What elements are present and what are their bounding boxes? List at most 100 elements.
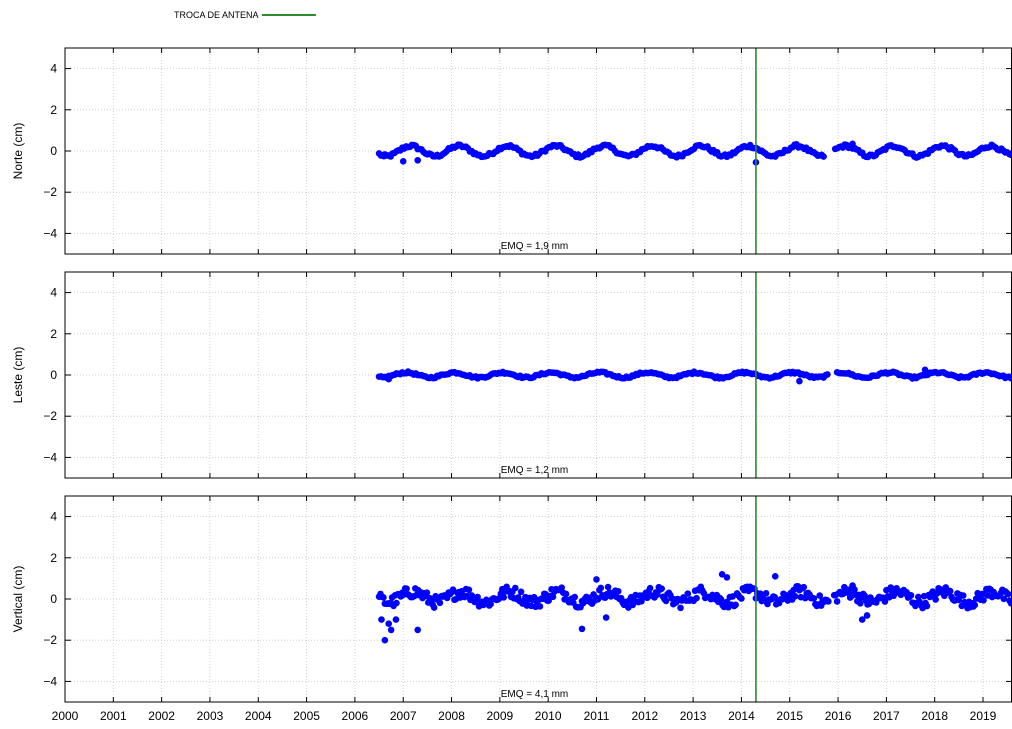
data-point bbox=[1000, 595, 1008, 603]
data-point-outlier bbox=[796, 377, 803, 385]
data-point-outlier bbox=[602, 614, 610, 621]
data-point bbox=[1004, 590, 1012, 598]
x-tick-label: 2015 bbox=[776, 709, 803, 723]
series-points bbox=[375, 570, 1012, 644]
y-tick-label: 4 bbox=[50, 510, 57, 524]
data-point-outlier bbox=[414, 156, 422, 164]
x-tick-label: 2002 bbox=[148, 709, 175, 723]
data-point-outlier bbox=[723, 574, 731, 581]
y-tick-label: 4 bbox=[50, 286, 57, 300]
data-point bbox=[959, 592, 967, 599]
data-point bbox=[571, 593, 579, 601]
data-point-outlier bbox=[381, 636, 389, 644]
data-point bbox=[604, 583, 612, 591]
data-point bbox=[614, 587, 622, 595]
data-point bbox=[512, 584, 519, 592]
data-point bbox=[914, 593, 922, 601]
data-point bbox=[646, 584, 654, 592]
data-point bbox=[536, 603, 544, 610]
data-point bbox=[517, 588, 525, 596]
data-point-outlier bbox=[385, 620, 393, 628]
data-point-outlier bbox=[849, 140, 856, 148]
data-point bbox=[923, 602, 931, 610]
data-point bbox=[684, 590, 692, 597]
x-tick-label: 2003 bbox=[197, 709, 224, 723]
rms-annotation: EMQ = 1,9 mm bbox=[501, 241, 569, 252]
data-point-outlier bbox=[380, 152, 388, 160]
y-tick-label: 0 bbox=[50, 592, 57, 606]
x-tick-label: 2019 bbox=[970, 709, 997, 723]
y-tick-label: −2 bbox=[43, 185, 57, 199]
x-tick-label: 2004 bbox=[245, 709, 272, 723]
data-point-outlier bbox=[858, 616, 866, 623]
x-tick-label: 2008 bbox=[438, 709, 465, 723]
panels: 4 2 0 −2 −4 Norte (cm) EMQ = 1,9 mm 4 2 0 −2 −4 Lest… bbox=[11, 47, 1012, 723]
series-points bbox=[375, 366, 1012, 385]
data-point-outlier bbox=[771, 573, 779, 580]
y-tick-label: 0 bbox=[50, 144, 57, 158]
x-tick-label: 2005 bbox=[293, 709, 320, 723]
y-tick-label: 4 bbox=[50, 62, 57, 76]
panel-3: 4 2 0 −2 −4 Vertical (cm) EMQ = 4,1 mm 2000 2001… bbox=[11, 495, 1012, 723]
legend-label: TROCA DE ANTENA bbox=[174, 10, 259, 20]
data-point bbox=[856, 599, 864, 607]
y-axis-label: Vertical (cm) bbox=[11, 566, 25, 633]
data-point bbox=[861, 592, 868, 599]
y-tick-label: −2 bbox=[43, 633, 57, 647]
y-tick-label: 2 bbox=[50, 551, 57, 565]
data-point bbox=[662, 597, 670, 605]
x-tick-label: 2001 bbox=[100, 709, 127, 723]
data-point bbox=[393, 599, 400, 607]
data-point bbox=[558, 584, 565, 591]
data-point bbox=[677, 604, 684, 612]
data-point bbox=[845, 586, 852, 594]
data-point bbox=[717, 596, 725, 603]
data-point bbox=[549, 593, 557, 601]
data-point bbox=[423, 589, 431, 596]
data-point bbox=[594, 596, 602, 603]
data-point bbox=[430, 604, 438, 611]
data-point-outlier bbox=[863, 612, 871, 619]
data-point bbox=[658, 585, 666, 592]
data-point bbox=[654, 591, 661, 598]
x-tick-label: 2007 bbox=[390, 709, 417, 723]
data-point-outlier bbox=[593, 576, 600, 583]
data-point bbox=[980, 596, 987, 604]
rms-annotation: EMQ = 4,1 mm bbox=[501, 689, 569, 700]
data-point bbox=[824, 371, 831, 378]
data-point bbox=[833, 598, 841, 605]
data-point-outlier bbox=[578, 625, 586, 633]
y-tick-label: 2 bbox=[50, 103, 57, 117]
x-tick-label: 2000 bbox=[52, 709, 79, 723]
data-point bbox=[820, 153, 827, 160]
x-tick-label: 2017 bbox=[873, 709, 900, 723]
data-point bbox=[816, 592, 824, 599]
data-point bbox=[562, 590, 570, 598]
data-point bbox=[932, 596, 939, 603]
data-point bbox=[771, 593, 779, 601]
data-point bbox=[881, 598, 889, 605]
x-tick-label: 2009 bbox=[486, 709, 513, 723]
data-point bbox=[474, 593, 481, 601]
data-point bbox=[946, 587, 954, 595]
data-point bbox=[500, 594, 508, 601]
data-point-outlier bbox=[849, 582, 856, 589]
data-point bbox=[955, 596, 963, 604]
series-points bbox=[375, 140, 1012, 166]
data-point bbox=[1007, 151, 1012, 159]
y-axis-label: Norte (cm) bbox=[11, 123, 25, 180]
y-tick-label: −2 bbox=[43, 409, 57, 423]
data-point bbox=[732, 601, 739, 609]
panel-2: 4 2 0 −2 −4 Leste (cm) EMQ = 1,2 mm bbox=[11, 271, 1012, 479]
y-tick-label: −4 bbox=[43, 674, 57, 688]
data-point bbox=[380, 594, 387, 601]
y-axis-label: Leste (cm) bbox=[11, 347, 25, 404]
data-point bbox=[1007, 374, 1012, 382]
x-tick-label: 2006 bbox=[342, 709, 369, 723]
data-point bbox=[971, 601, 979, 609]
data-point bbox=[825, 598, 832, 605]
data-point bbox=[436, 599, 444, 607]
x-tick-label: 2011 bbox=[584, 709, 610, 723]
